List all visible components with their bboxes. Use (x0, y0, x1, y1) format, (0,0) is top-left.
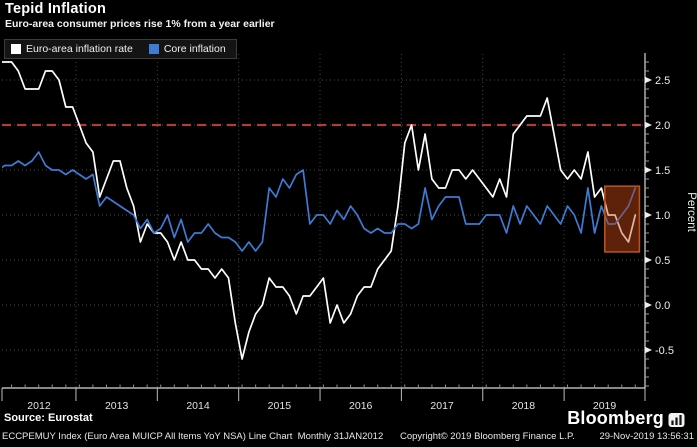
x-axis-year-label: 2018 (512, 400, 536, 412)
x-axis-labels: 2012 2013 2014 2015 2016 2017 2018 2019 (1, 388, 646, 412)
svg-text:-0.5: -0.5 (655, 345, 674, 357)
x-axis-year-label: 2016 (349, 400, 373, 412)
euro-area-series-swatch-icon (11, 44, 21, 54)
svg-text:2.0: 2.0 (655, 120, 670, 132)
y-axis-labels: -0.5 0.0 0.5 1.0 1.5 2.0 2.5 (645, 75, 674, 357)
terminal-footer: ECCPEMUY Index (Euro Area MUICP All Item… (0, 431, 697, 446)
footer-ticker-text: ECCPEMUY Index (Euro Area MUICP All Item… (2, 431, 384, 442)
chart-subtitle: Euro-area consumer prices rise 1% from a… (5, 18, 275, 30)
axes (2, 53, 649, 389)
highlight-box (604, 185, 641, 253)
page-title: Tepid Inflation (5, 1, 106, 17)
bloomberg-terminal-icon (668, 413, 685, 427)
footer-timestamp: 29-Nov-2019 13:56:31 (599, 431, 694, 442)
x-axis-year-label: 2019 (593, 400, 617, 412)
x-axis-year-label: 2014 (186, 400, 210, 412)
x-axis-year-label: 2013 (105, 400, 129, 412)
x-axis-year-label: 2017 (430, 400, 454, 412)
series-line-euro-area-inflation (2, 61, 637, 360)
bloomberg-logo: Bloomberg (567, 408, 664, 428)
svg-text:1.5: 1.5 (655, 165, 670, 177)
svg-text:1.0: 1.0 (655, 210, 670, 222)
series-line-core-inflation (2, 151, 637, 252)
legend: Euro-area inflation rate Core inflation (4, 39, 237, 59)
legend-label: Core inflation (163, 43, 226, 55)
svg-text:2.5: 2.5 (655, 75, 670, 87)
core-series-swatch-icon (148, 44, 159, 54)
legend-item-euro-area-inflation[interactable]: Euro-area inflation rate (11, 43, 133, 55)
svg-text:0.5: 0.5 (655, 255, 670, 267)
source-note: Source: Eurostat (4, 412, 93, 424)
footer-copyright: Copyright© 2019 Bloomberg Finance L.P. (400, 431, 575, 442)
x-axis-year-label: 2012 (27, 400, 51, 412)
x-axis-year-label: 2015 (268, 400, 292, 412)
y-axis-title: Percent (685, 192, 697, 232)
legend-label: Euro-area inflation rate (26, 43, 133, 55)
svg-text:0.0: 0.0 (655, 300, 670, 312)
legend-item-core-inflation[interactable]: Core inflation (148, 43, 226, 55)
